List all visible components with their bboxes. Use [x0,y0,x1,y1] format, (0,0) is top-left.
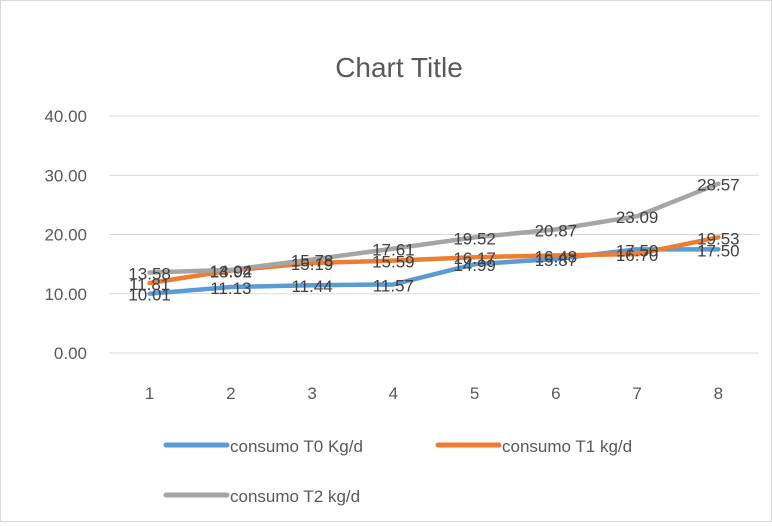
data-label: 14.04 [210,262,253,281]
data-label: 11.81 [129,275,170,294]
x-tick-label: 6 [551,384,560,403]
data-label: 17.50 [616,241,659,260]
x-tick-label: 5 [470,384,479,403]
data-label: 10.01 [128,286,171,305]
x-tick-label: 1 [145,384,154,403]
series-lines [147,181,721,296]
x-tick-label: 2 [226,384,235,403]
legend-label: consumo T0 Kg/d [230,437,363,456]
series-line [147,247,721,296]
data-label: 16.48 [535,247,578,266]
data-label: 16.70 [616,246,659,265]
data-label: 11.57 [373,276,414,295]
data-label: 11.44 [291,277,332,296]
legend-label: consumo T1 kg/d [502,437,632,456]
gridlines [109,115,759,354]
data-label: 15.87 [535,251,578,270]
data-label: 15.59 [372,253,415,272]
x-tick-label: 4 [389,384,398,403]
y-tick-label: 20.00 [44,226,87,245]
legend-label: consumo T2 kg/d [230,487,360,506]
data-label: 13.58 [128,265,171,284]
x-tick-label: 3 [307,384,316,403]
data-label: 19.52 [453,229,496,248]
data-label: 23.09 [616,208,659,227]
data-label: 28.57 [697,176,740,195]
data-label: 17.50 [697,241,740,260]
series-line [147,181,721,275]
data-label: 16.17 [453,249,496,268]
data-labels: 10.01 11.13 11.44 11.57 14.99 15.87 17.50 17.50… [128,176,739,305]
y-tick-label: 0.00 [54,344,87,363]
x-tick-label: 8 [714,384,723,403]
y-tick-label: 40.00 [44,107,87,126]
chart-title: Chart Title [335,52,463,83]
legend: consumo T0 Kg/d consumo T1 kg/d consumo T2… [163,437,632,506]
data-label: 15.19 [291,255,334,274]
x-tick-label: 7 [632,384,641,403]
y-axis-ticks: 0.00 10.00 20.00 30.00 40.00 [44,107,87,363]
x-axis-ticks: 1 2 3 4 5 6 7 8 [145,384,723,403]
data-label: 15.78 [291,252,334,271]
data-label: 13.92 [210,263,253,282]
y-tick-label: 30.00 [44,166,87,185]
data-label: 14.99 [453,256,496,275]
data-label: 17.61 [372,241,415,260]
y-tick-label: 10.00 [44,285,87,304]
data-label: 19.53 [697,229,740,248]
data-label: 11.13 [210,279,251,298]
data-label: 20.87 [535,221,578,240]
